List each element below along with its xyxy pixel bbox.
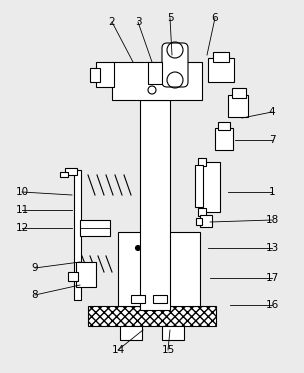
Bar bbox=[68, 272, 78, 281]
Bar bbox=[153, 295, 167, 303]
Text: 10: 10 bbox=[16, 187, 29, 197]
Text: 1: 1 bbox=[269, 187, 275, 197]
Bar bbox=[112, 62, 202, 100]
Bar bbox=[131, 295, 145, 303]
Text: 12: 12 bbox=[16, 223, 29, 233]
Bar bbox=[96, 62, 114, 87]
Bar bbox=[60, 172, 68, 177]
Text: 4: 4 bbox=[269, 107, 275, 117]
Text: 5: 5 bbox=[167, 13, 173, 23]
Text: 18: 18 bbox=[265, 215, 279, 225]
Bar bbox=[120, 326, 142, 340]
FancyBboxPatch shape bbox=[162, 43, 188, 87]
Text: 15: 15 bbox=[161, 345, 174, 355]
Bar bbox=[76, 262, 96, 287]
Bar bbox=[74, 170, 81, 300]
Bar bbox=[202, 162, 220, 212]
Bar bbox=[232, 88, 246, 98]
Bar bbox=[198, 208, 206, 216]
Bar bbox=[200, 215, 212, 227]
Circle shape bbox=[136, 245, 140, 251]
Bar bbox=[65, 168, 77, 175]
Bar bbox=[218, 122, 230, 130]
Bar bbox=[196, 218, 202, 225]
Bar bbox=[215, 128, 233, 150]
Text: 6: 6 bbox=[212, 13, 218, 23]
Bar bbox=[198, 158, 206, 166]
Bar bbox=[80, 220, 110, 236]
Text: 11: 11 bbox=[16, 205, 29, 215]
Bar bbox=[162, 326, 184, 340]
Bar bbox=[195, 165, 203, 207]
Bar bbox=[228, 95, 248, 117]
Bar bbox=[213, 52, 229, 62]
Bar bbox=[140, 100, 170, 310]
Text: 7: 7 bbox=[269, 135, 275, 145]
Text: 17: 17 bbox=[265, 273, 279, 283]
Text: 2: 2 bbox=[109, 17, 115, 27]
Text: 16: 16 bbox=[265, 300, 279, 310]
Text: 9: 9 bbox=[32, 263, 38, 273]
Bar bbox=[118, 232, 200, 306]
Bar bbox=[167, 50, 183, 80]
Text: 13: 13 bbox=[265, 243, 279, 253]
Bar bbox=[167, 50, 183, 80]
Bar bbox=[88, 306, 216, 326]
Bar bbox=[90, 68, 100, 82]
Text: 14: 14 bbox=[111, 345, 125, 355]
Text: 8: 8 bbox=[32, 290, 38, 300]
Bar bbox=[208, 58, 234, 82]
Bar bbox=[148, 62, 162, 84]
Text: 3: 3 bbox=[135, 17, 141, 27]
